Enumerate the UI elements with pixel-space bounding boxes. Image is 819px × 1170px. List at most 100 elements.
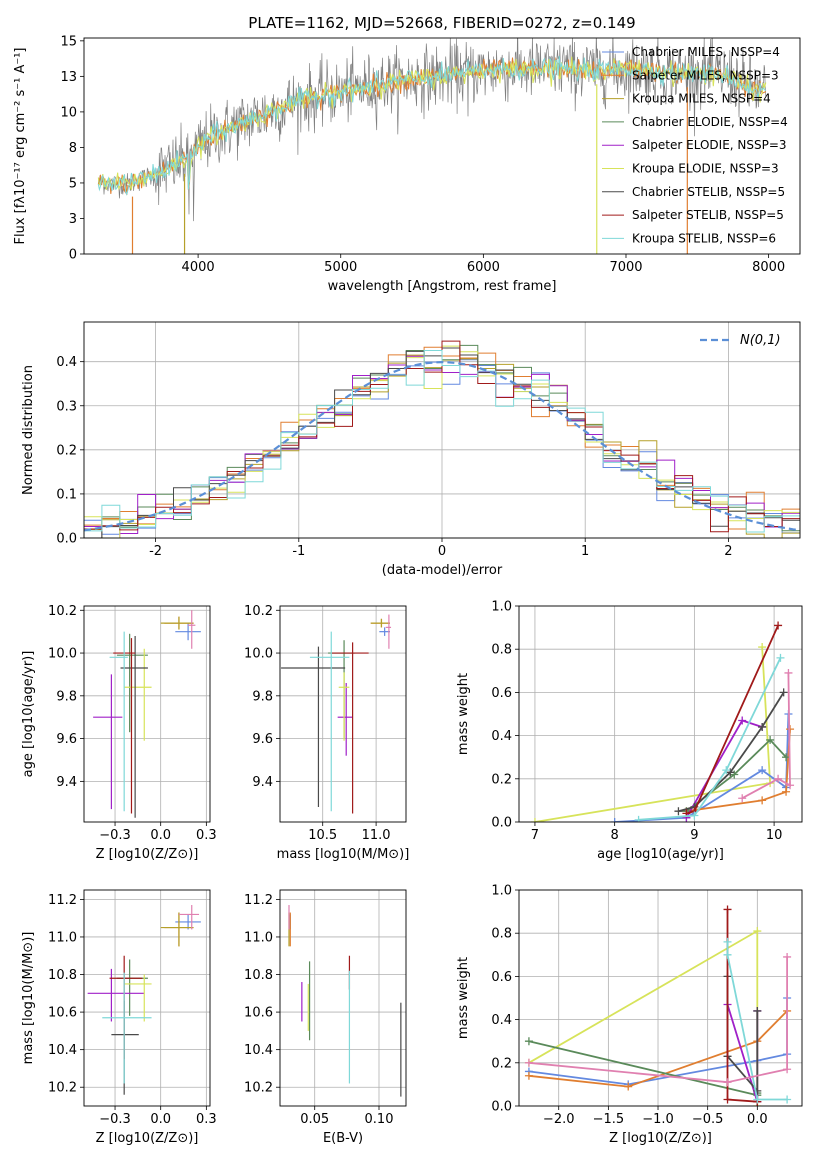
x-tick-label: −2.0 [543,1112,575,1127]
weight-marker [690,811,699,820]
weight-marker [783,952,792,961]
weight-marker [786,781,795,790]
weight-marker [783,1095,792,1104]
plot-area [84,340,800,538]
axes-frame [279,889,407,1107]
y-tick-label: 10.0 [244,647,273,662]
weight-marker [782,787,791,796]
legend-label: Kroupa MILES, NSSP=4 [632,92,771,106]
x-tick-label: 5000 [324,260,357,275]
plot-area [93,610,201,818]
x-tick-label: 0.05 [300,1112,329,1127]
weight-marker [723,937,732,946]
y-tick-label: 10 [60,105,77,120]
y-tick-label: 10.2 [48,1081,77,1096]
weight-marker [524,1058,533,1067]
x-tick-label: −0.3 [99,828,131,843]
x-tick-label: 6000 [467,260,500,275]
y-tick-label: 10.6 [48,1006,77,1021]
x-axis-label: Z [log10(Z/Z⊙)] [609,1131,712,1146]
y-tick-label: 0.6 [491,686,512,701]
y-tick-label: 9.8 [56,689,77,704]
x-tick-label: −0.5 [692,1112,724,1127]
legend-label: Chabrier MILES, NSSP=4 [632,45,780,59]
y-tick-label: 15 [60,34,77,49]
normal-curve [84,360,800,532]
legend-label: Chabrier ELODIE, NSSP=4 [632,115,788,129]
chart-mass_vs_Z: −0.3 0.0 0.3 10.2 10.4 10.6 10.8 11.0 11.2 Z [log… [21,889,217,1146]
axes-frame [83,605,211,823]
chart-spectrum: 4000 5000 6000 7000 8000 0 3 5 8 10 13 15 wavelength… [13,34,801,294]
axes-frame [279,605,407,823]
x-tick-label: −1.5 [593,1112,625,1127]
x-tick-label: 7000 [609,260,642,275]
model-spectrum [97,55,767,196]
legend-label: Kroupa ELODIE, NSSP=3 [632,162,779,176]
legend-label: Salpeter ELODIE, NSSP=3 [632,138,787,152]
weight-marker [738,794,747,803]
plot-area [530,621,795,822]
x-tick-label: -2 [149,544,162,559]
weight-marker [530,818,539,822]
y-tick-label: 0.4 [56,355,77,370]
x-tick-label: 2 [724,544,732,559]
weight-marker [723,950,732,959]
weight-marker [753,927,762,936]
weight-line [528,1010,788,1088]
x-axis-label: E(B-V) [323,1131,363,1146]
x-tick-label: −0.3 [99,1112,131,1127]
y-tick-label: 0.8 [491,643,512,658]
plots: 4000 5000 6000 7000 80000358101315wavelength… [13,34,803,1146]
weight-marker [753,1095,762,1104]
y-tick-label: 0.2 [56,443,77,458]
y-tick-label: 9.4 [252,775,273,790]
y-tick-label: 0.0 [491,816,512,831]
weight-marker [738,716,747,725]
weight-marker [774,774,783,783]
y-tick-label: 10.8 [244,968,273,983]
figure-title: PLATE=1162, MJD=52668, FIBERID=0272, z=0… [248,14,635,32]
weight-marker [776,653,785,662]
y-tick-label: 9.4 [56,775,77,790]
y-tick-label: 10.2 [244,604,273,619]
axes-frame [518,605,803,823]
weight-marker [779,688,788,697]
weight-marker [753,1006,762,1015]
weight-marker [758,796,767,805]
y-tick-label: 9.6 [252,732,273,747]
legend-label: Salpeter STELIB, NSSP=5 [632,208,784,222]
y-tick-label: 1.0 [491,600,512,615]
weight-line [528,1040,759,1097]
y-tick-label: 10.2 [48,604,77,619]
x-tick-label: 0 [438,544,446,559]
weight-line [528,957,788,1084]
y-tick-label: 0.4 [491,729,512,744]
y-tick-label: 8 [69,141,77,156]
x-axis-label: (data-model)/error [382,563,503,578]
x-tick-label: 10 [766,828,783,843]
weight-marker [758,643,767,652]
chart-massweight_vs_age: 7 8 9 10 0.0 0.2 0.4 0.6 0.8 1.0 age [log10(age/yr… [456,600,803,862]
weight-marker [784,668,793,677]
histogram-salpeter-stelib [84,340,800,538]
x-tick-label: 0.3 [196,1112,217,1127]
weight-line [726,941,788,1101]
weight-line [686,625,779,815]
y-tick-label: 0.1 [56,487,77,502]
y-tick-label: 0 [69,248,77,263]
y-tick-label: 0.0 [491,1100,512,1115]
plot-area [524,905,792,1106]
legend-label: Chabrier STELIB, NSSP=5 [632,185,785,199]
chart-age_vs_mass: 10.5 11.0 9.4 9.6 9.8 10.0 10.2 mass [log10(M/M… [244,604,409,862]
x-tick-label: 1 [581,544,589,559]
y-axis-label: age [log10(age/yr)] [21,651,36,778]
x-tick-label: 8000 [752,260,785,275]
weight-marker [758,722,767,731]
y-tick-label: 11.2 [48,893,77,908]
weight-marker [723,1095,732,1104]
y-tick-label: 13 [60,70,77,85]
y-tick-label: 0.2 [491,772,512,787]
weight-marker [524,1037,533,1046]
histogram-kroupa-stelib [84,349,800,538]
x-axis-label: Z [log10(Z/Z⊙)] [96,1131,199,1146]
